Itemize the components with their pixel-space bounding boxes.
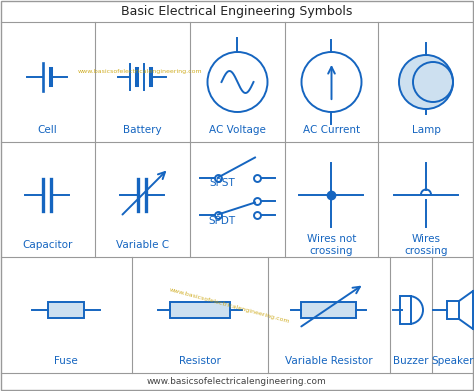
Text: Cell: Cell [37,125,57,135]
Circle shape [399,55,453,109]
Text: SPDT: SPDT [209,217,236,226]
Text: Wires not
crossing: Wires not crossing [307,234,356,256]
Text: Variable Resistor: Variable Resistor [285,356,373,366]
Text: Resistor: Resistor [179,356,221,366]
Text: www.basicsofelectricalengineering.com: www.basicsofelectricalengineering.com [78,68,202,74]
Text: www.basicsofelectricalengineering.com: www.basicsofelectricalengineering.com [169,287,291,325]
Text: Fuse: Fuse [54,356,78,366]
Text: Buzzer: Buzzer [393,356,429,366]
Text: Speaker: Speaker [432,356,474,366]
Text: Capacitor: Capacitor [22,240,73,250]
Text: www.basicsofelectricalengineering.com: www.basicsofelectricalengineering.com [147,377,327,386]
Text: Basic Electrical Engineering Symbols: Basic Electrical Engineering Symbols [121,5,353,18]
Bar [400,296,411,324]
Text: Variable C: Variable C [116,240,169,250]
Bar [170,302,230,318]
Text: Wires
crossing: Wires crossing [404,234,448,256]
Text: Lamp: Lamp [411,125,440,135]
Text: AC Current: AC Current [303,125,360,135]
Bar [447,301,459,319]
Text: AC Voltage: AC Voltage [209,125,266,135]
Text: SPST: SPST [209,179,235,188]
Text: Battery: Battery [123,125,162,135]
Bar [48,302,84,318]
Bar [301,302,356,318]
